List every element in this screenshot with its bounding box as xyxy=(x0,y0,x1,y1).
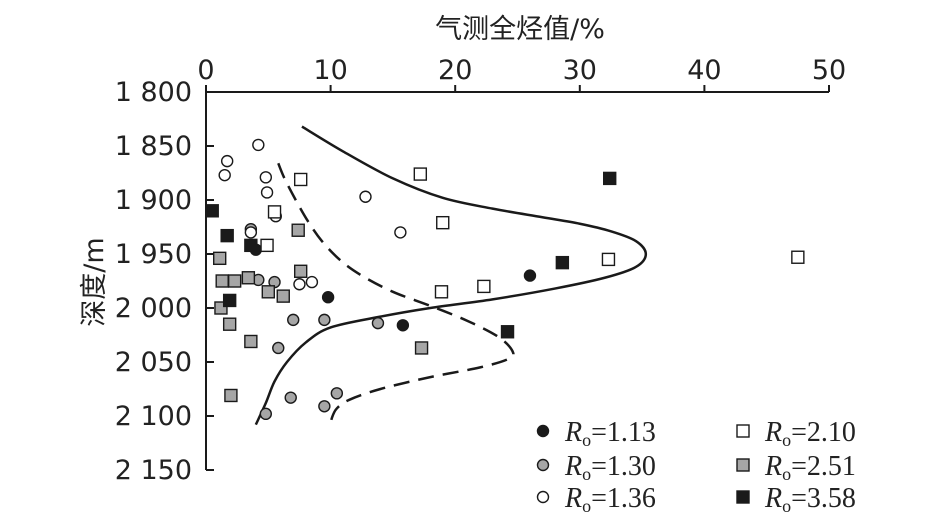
legend-label: Ro=2.51 xyxy=(764,451,856,484)
y-tick-label: 1 850 xyxy=(115,131,192,162)
data-point xyxy=(291,223,305,237)
y-tick-label: 1 950 xyxy=(115,239,192,270)
x-axis-title: 气测全烃值/% xyxy=(435,14,605,45)
y-tick-label: 1 900 xyxy=(115,185,192,216)
data-point xyxy=(359,190,372,203)
data-point xyxy=(330,387,344,400)
data-point xyxy=(396,319,410,332)
x-tick-label: 50 xyxy=(812,55,846,86)
data-point xyxy=(220,228,234,243)
data-point xyxy=(318,400,331,413)
data-point xyxy=(205,204,219,218)
data-point xyxy=(259,407,273,421)
legend-marker xyxy=(736,458,750,472)
legend-label: Ro=1.13 xyxy=(564,417,656,450)
x-tick-label: 0 xyxy=(197,55,214,86)
data-point xyxy=(252,138,265,152)
data-point xyxy=(213,251,227,266)
data-point xyxy=(434,285,449,299)
x-tick-label: 10 xyxy=(313,55,347,86)
y-tick-label: 1 800 xyxy=(115,77,192,108)
data-point xyxy=(220,154,234,168)
data-point xyxy=(260,238,274,253)
axes-group xyxy=(205,91,829,470)
data-point xyxy=(500,325,515,339)
data-point xyxy=(555,255,570,270)
legend-item: Ro=2.10 xyxy=(736,417,856,450)
legend-label: Ro=2.10 xyxy=(764,417,856,450)
y-tick-label: 2 050 xyxy=(115,347,192,378)
data-point xyxy=(603,171,617,186)
data-point xyxy=(222,317,237,331)
data-point xyxy=(218,168,231,182)
data-point xyxy=(260,186,274,199)
y-tick-label: 2 150 xyxy=(115,455,192,486)
data-point xyxy=(222,293,237,308)
series-ro-3-58 xyxy=(205,171,617,339)
data-point xyxy=(436,215,450,230)
ticks-group: 0 10 20 30 40 50 1 800 1 850 1 900 1 950 2 000 2 05… xyxy=(115,55,846,486)
data-point xyxy=(413,167,428,181)
legend-item: Ro=1.30 xyxy=(536,451,656,484)
data-point xyxy=(791,250,805,264)
y-tick-label: 2 000 xyxy=(115,293,192,324)
data-point xyxy=(321,291,335,304)
data-point xyxy=(227,274,242,288)
series-ro-2-51 xyxy=(213,223,429,403)
curves-group xyxy=(254,125,648,427)
series-ro-2-10 xyxy=(260,167,805,299)
data-point xyxy=(284,391,297,404)
data-point xyxy=(477,279,491,294)
dashed-envelope-curve xyxy=(277,162,515,427)
series-ro-1-36 xyxy=(218,138,407,291)
data-point xyxy=(293,278,306,291)
legend-item: Ro=2.51 xyxy=(736,451,856,484)
legend-item: Ro=3.58 xyxy=(736,483,856,516)
data-point xyxy=(318,313,331,327)
solid-envelope-curve xyxy=(254,125,648,426)
legend-marker xyxy=(536,424,550,438)
legend-label: Ro=1.30 xyxy=(564,451,656,484)
data-point xyxy=(272,341,285,355)
data-point xyxy=(215,274,229,288)
legend-item: Ro=1.13 xyxy=(536,417,656,450)
points-group xyxy=(205,138,805,421)
data-point xyxy=(267,205,282,219)
y-tick-label: 2 100 xyxy=(115,401,192,432)
data-point xyxy=(293,264,308,278)
data-point xyxy=(276,289,290,303)
data-point xyxy=(601,252,616,267)
data-point xyxy=(261,285,275,299)
data-point xyxy=(244,226,258,239)
data-point xyxy=(287,313,300,327)
data-point xyxy=(259,171,273,184)
data-point xyxy=(244,238,258,253)
legend-marker xyxy=(736,490,750,504)
legend-item: Ro=1.36 xyxy=(536,483,656,516)
data-point xyxy=(523,269,537,282)
data-point xyxy=(371,316,385,330)
data-point xyxy=(414,341,429,355)
data-point xyxy=(241,271,256,285)
data-point xyxy=(244,334,258,349)
x-tick-label: 40 xyxy=(687,55,721,86)
series-ro-1-30 xyxy=(244,222,385,421)
legend-label: Ro=1.36 xyxy=(564,483,656,516)
legend-label: Ro=3.58 xyxy=(764,483,856,516)
legend-marker xyxy=(536,490,550,504)
data-point xyxy=(305,275,319,289)
y-axis-title: 深度/m xyxy=(79,237,110,326)
legend-marker xyxy=(736,424,750,438)
x-tick-label: 20 xyxy=(438,55,472,86)
legend-marker xyxy=(536,458,550,472)
x-tick-label: 30 xyxy=(563,55,597,86)
data-point xyxy=(394,226,407,239)
data-point xyxy=(293,172,308,187)
data-point xyxy=(224,388,238,403)
